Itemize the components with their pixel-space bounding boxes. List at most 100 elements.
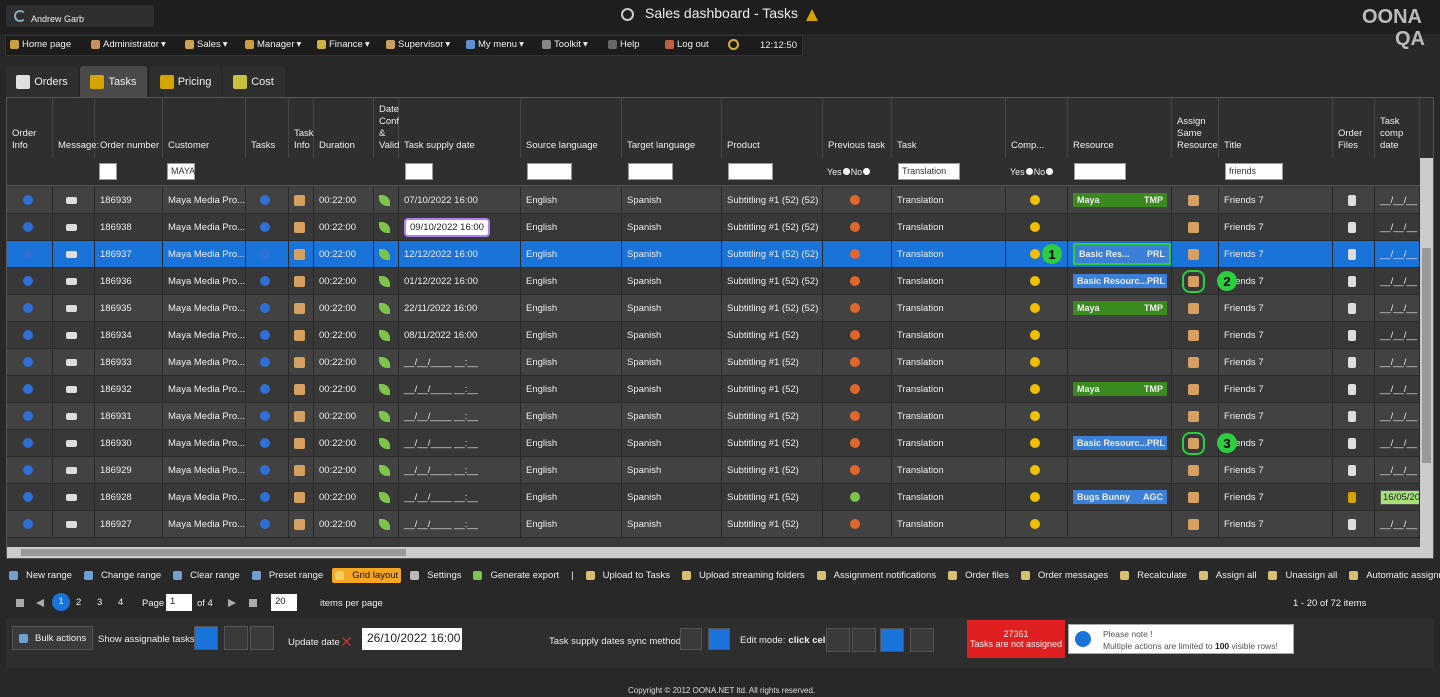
- page-label[interactable]: Page: [142, 598, 165, 609]
- grid-row[interactable]: 186936 Maya Media Pro... 00:22:00 01/12/202…: [7, 268, 1420, 295]
- unassigned-alert[interactable]: 27361 Tasks are not assigned: [967, 620, 1065, 658]
- menu-item[interactable]: Administrator ▾: [91, 39, 166, 50]
- h-scrollbar[interactable]: [7, 547, 1420, 558]
- toolbar-item[interactable]: Settings: [407, 568, 464, 583]
- toolbar-item[interactable]: Unassign all: [1265, 568, 1340, 583]
- grid-row[interactable]: 186935 Maya Media Pro... 00:22:00 22/11/202…: [7, 295, 1420, 322]
- edit-toggle[interactable]: [826, 628, 850, 652]
- edit-toggle[interactable]: [852, 628, 876, 652]
- menu-item[interactable]: Supervisor ▾: [386, 39, 450, 50]
- column-header[interactable]: Order Info: [7, 98, 53, 158]
- customer-filter[interactable]: MAYA: [167, 163, 195, 180]
- page-link[interactable]: 3: [97, 597, 103, 608]
- toolbar-item[interactable]: Change range: [81, 568, 164, 583]
- per-page-label[interactable]: items per page: [320, 598, 383, 609]
- grid-row[interactable]: 186937 Maya Media Pro... 00:22:00 12/12/202…: [7, 241, 1420, 268]
- column-header[interactable]: Order Files: [1333, 98, 1375, 158]
- toolbar-item[interactable]: Recalculate: [1117, 568, 1190, 583]
- resource-badge[interactable]: Basic Res... PRL: [1073, 243, 1171, 265]
- target-filter[interactable]: [628, 163, 673, 180]
- column-header[interactable]: Date Conf & Valid: [374, 98, 399, 158]
- resource-filter[interactable]: [1074, 163, 1126, 180]
- page-link[interactable]: 4: [118, 597, 124, 608]
- edit-toggle[interactable]: [880, 628, 904, 652]
- grid-row[interactable]: 186927 Maya Media Pro... 00:22:00 __/__/___…: [7, 511, 1420, 538]
- column-header[interactable]: Task: [892, 98, 1006, 158]
- tab[interactable]: Orders: [6, 66, 78, 97]
- v-scroll-thumb[interactable]: [1422, 248, 1431, 463]
- resource-badge[interactable]: Maya TMP: [1073, 382, 1167, 396]
- column-header[interactable]: Title: [1219, 98, 1333, 158]
- resource-badge[interactable]: Basic Resourc... PRL: [1073, 274, 1167, 288]
- bulk-actions[interactable]: Bulk actions: [12, 626, 94, 650]
- yes-no-toggle[interactable]: Yes No: [827, 167, 871, 177]
- yes-no-toggle[interactable]: Yes No: [1010, 167, 1054, 177]
- grid-row[interactable]: 186938 Maya Media Pro... 00:22:00 09/10/202…: [7, 214, 1420, 241]
- column-header[interactable]: Assign Same Resource: [1172, 98, 1219, 158]
- toolbar-item[interactable]: Grid layout: [332, 567, 402, 583]
- menu-item[interactable]: Manager ▾: [245, 39, 301, 50]
- view-toggle[interactable]: [194, 626, 218, 650]
- grid-row[interactable]: 186934 Maya Media Pro... 00:22:00 08/11/202…: [7, 322, 1420, 349]
- pager-summary[interactable]: 1 - 20 of 72 items: [1293, 598, 1367, 609]
- toolbar-item[interactable]: Upload streaming folders: [679, 568, 808, 583]
- page-link[interactable]: 2: [76, 597, 82, 608]
- h-scroll-thumb[interactable]: [21, 549, 406, 556]
- resource-badge[interactable]: Bugs Bunny AGC: [1073, 490, 1167, 504]
- column-header[interactable]: Message:: [53, 98, 99, 158]
- last-page[interactable]: [249, 599, 257, 607]
- grid-row[interactable]: 186939 Maya Media Pro... 00:22:00 07/10/202…: [7, 187, 1420, 214]
- first-page[interactable]: [16, 599, 24, 607]
- menu-item[interactable]: Sales ▾: [185, 39, 228, 50]
- column-header[interactable]: Order number: [95, 98, 163, 158]
- update-clear[interactable]: [342, 637, 351, 646]
- column-header[interactable]: Customer: [163, 98, 246, 158]
- page-of[interactable]: of 4: [197, 598, 213, 609]
- toolbar-item[interactable]: Preset range: [249, 568, 326, 583]
- sync-toggle[interactable]: [708, 628, 730, 650]
- tab[interactable]: Cost: [222, 66, 285, 97]
- toolbar-item[interactable]: Order messages: [1018, 568, 1111, 583]
- toolbar-item[interactable]: Order files: [945, 568, 1012, 583]
- task-filter[interactable]: Translation: [898, 163, 960, 180]
- column-header[interactable]: Task comp date: [1375, 98, 1420, 158]
- update-date-input[interactable]: 26/10/2022 16:00: [362, 628, 462, 650]
- column-header[interactable]: Previous task: [823, 98, 892, 158]
- menu-item[interactable]: Toolkit ▾: [542, 39, 588, 50]
- edit-toggle[interactable]: [910, 628, 934, 652]
- toolbar-item[interactable]: Assignment notifications: [814, 568, 939, 583]
- menu-item[interactable]: Help: [608, 39, 640, 50]
- column-header[interactable]: Task Info: [289, 98, 314, 158]
- resource-badge[interactable]: Maya TMP: [1073, 193, 1167, 207]
- grid-row[interactable]: 186929 Maya Media Pro... 00:22:00 __/__/___…: [7, 457, 1420, 484]
- next-page[interactable]: [228, 599, 236, 607]
- search-icon[interactable]: [728, 39, 739, 50]
- title-filter[interactable]: friends: [1225, 163, 1283, 180]
- source-filter[interactable]: [527, 163, 572, 180]
- toolbar-item[interactable]: Upload to Tasks: [583, 568, 673, 583]
- tab[interactable]: Pricing: [150, 66, 221, 97]
- grid-row[interactable]: 186931 Maya Media Pro... 00:22:00 __/__/___…: [7, 403, 1420, 430]
- page-link[interactable]: 1: [52, 593, 70, 611]
- sync-toggle[interactable]: [680, 628, 702, 650]
- resource-badge[interactable]: Maya TMP: [1073, 301, 1167, 315]
- column-header[interactable]: Tasks: [246, 98, 289, 158]
- toolbar-item[interactable]: |: [568, 568, 576, 583]
- column-header[interactable]: Product: [722, 98, 823, 158]
- toolbar-item[interactable]: New range: [6, 568, 75, 583]
- page-input[interactable]: 1: [166, 594, 192, 611]
- product-filter[interactable]: [728, 163, 773, 180]
- toolbar-item[interactable]: Generate export: [470, 568, 562, 583]
- grid-row[interactable]: 186933 Maya Media Pro... 00:22:00 __/__/___…: [7, 349, 1420, 376]
- toolbar-item[interactable]: Automatic assignment: [1346, 568, 1440, 583]
- order-filter[interactable]: [99, 163, 117, 180]
- view-toggle[interactable]: [224, 626, 248, 650]
- column-header[interactable]: Source language: [521, 98, 622, 158]
- resource-badge[interactable]: Basic Resourc... PRL: [1073, 436, 1167, 450]
- menu-item[interactable]: Log out: [665, 39, 709, 50]
- menu-item[interactable]: Finance ▾: [317, 39, 370, 50]
- menu-item[interactable]: My menu ▾: [466, 39, 524, 50]
- toolbar-item[interactable]: Assign all: [1196, 568, 1260, 583]
- view-toggle[interactable]: [250, 626, 274, 650]
- tab[interactable]: Tasks: [80, 66, 147, 97]
